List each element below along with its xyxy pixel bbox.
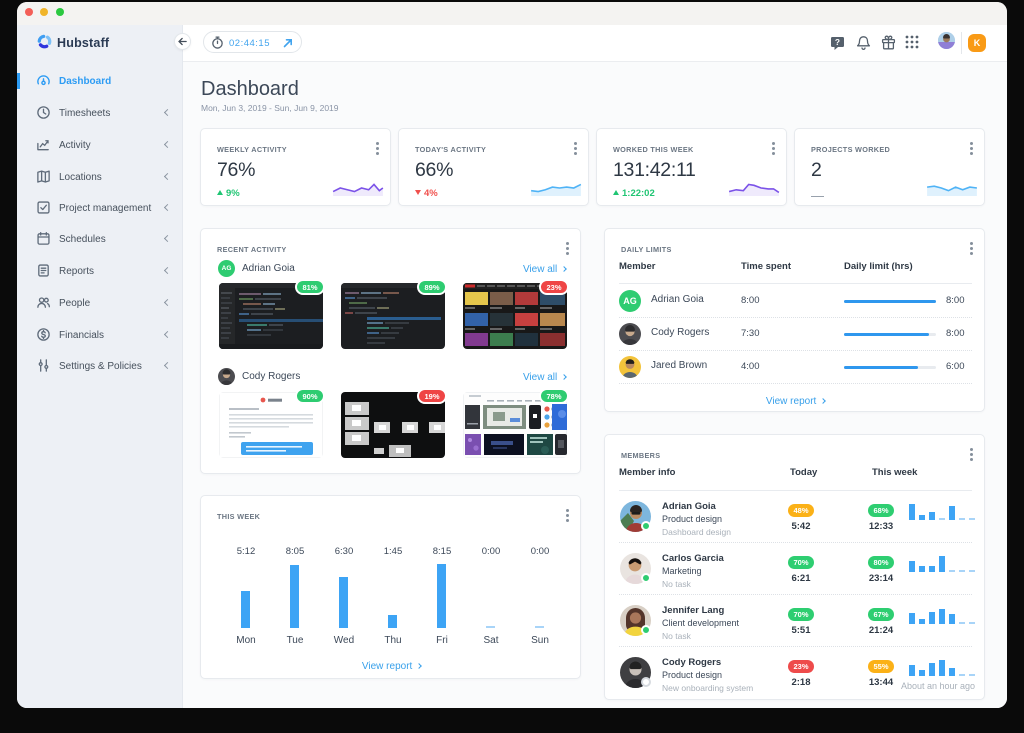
svg-text:?: ? — [835, 37, 840, 47]
